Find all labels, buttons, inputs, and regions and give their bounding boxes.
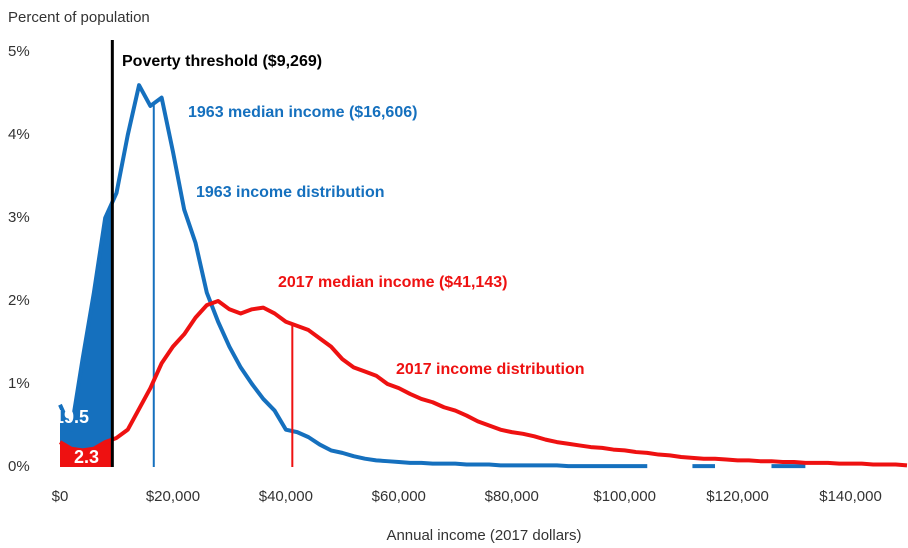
median-label: 1963 median income ($16,606) [188, 104, 417, 121]
below-poverty-label: 2.3 [74, 447, 99, 467]
y-axis-label: Percent of population [8, 9, 150, 26]
x-tick-label: $60,000 [372, 488, 426, 505]
y-tick-label: 1% [8, 375, 30, 392]
x-tick-label: $0 [52, 488, 69, 505]
x-tick-label: $20,000 [146, 488, 200, 505]
x-tick-label: $120,000 [706, 488, 769, 505]
x-tick-label: $100,000 [593, 488, 656, 505]
y-tick-label: 5% [8, 43, 30, 60]
series-line [58, 83, 806, 469]
series-line [58, 299, 908, 468]
x-axis-label: Annual income (2017 dollars) [386, 527, 581, 544]
series-label: 1963 income distribution [196, 184, 384, 201]
series-label: 2017 income distribution [396, 361, 584, 378]
annotation: Poverty threshold ($9,269) [122, 53, 322, 70]
y-tick-label: 3% [8, 209, 30, 226]
x-tick-label: $140,000 [819, 488, 882, 505]
x-tick-label: $40,000 [259, 488, 313, 505]
median-label: 2017 median income ($41,143) [278, 274, 507, 291]
below-poverty-label: 19.5 [54, 407, 89, 427]
y-tick-label: 2% [8, 292, 30, 309]
x-tick-label: $80,000 [485, 488, 539, 505]
y-tick-label: 4% [8, 126, 30, 143]
y-tick-label: 0% [8, 458, 30, 475]
